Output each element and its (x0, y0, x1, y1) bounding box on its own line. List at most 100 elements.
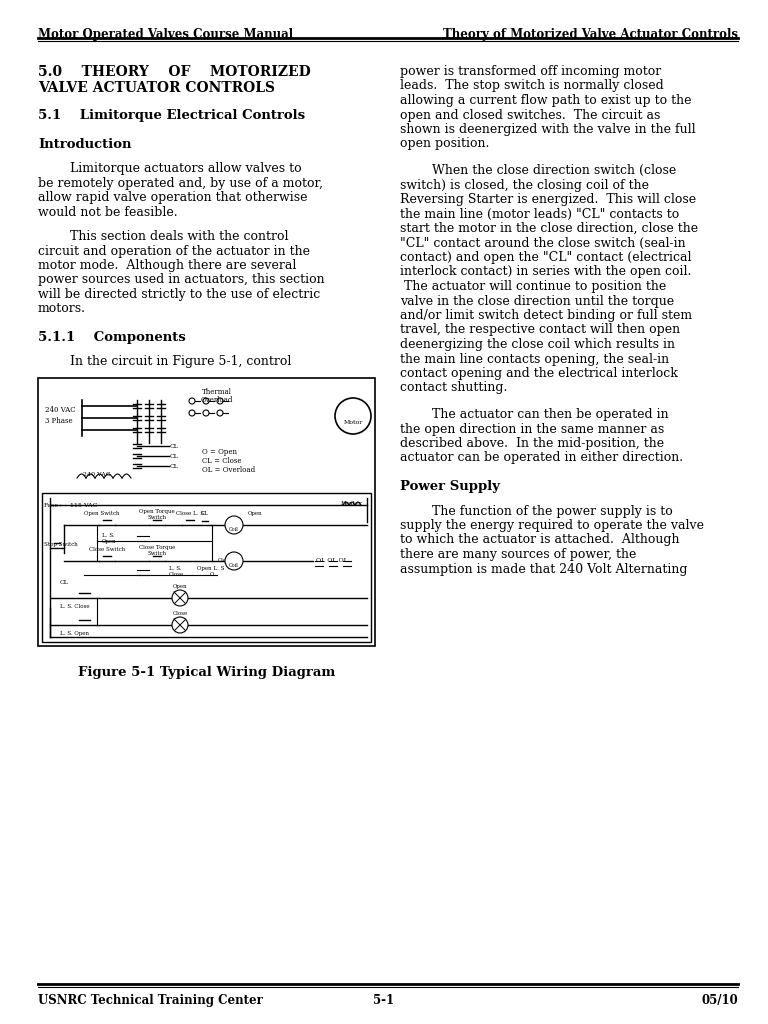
Text: Stop Switch: Stop Switch (44, 542, 78, 547)
Circle shape (335, 398, 371, 434)
Text: Close: Close (172, 611, 187, 616)
Text: L. S.: L. S. (169, 566, 181, 571)
Text: 5.1.1    Components: 5.1.1 Components (38, 331, 186, 344)
Text: O: O (210, 572, 214, 577)
Text: 05/10: 05/10 (701, 994, 738, 1007)
Text: actuator can be operated in either direction.: actuator can be operated in either direc… (400, 452, 683, 465)
Text: power sources used in actuators, this section: power sources used in actuators, this se… (38, 273, 325, 287)
Text: Switch: Switch (147, 551, 167, 556)
Text: start the motor in the close direction, close the: start the motor in the close direction, … (400, 222, 698, 234)
Circle shape (225, 516, 243, 534)
Text: valve in the close direction until the torque: valve in the close direction until the t… (400, 295, 674, 307)
Text: Open: Open (173, 584, 187, 589)
Text: deenergizing the close coil which results in: deenergizing the close coil which result… (400, 338, 675, 351)
Text: Close: Close (218, 558, 233, 563)
Text: contact) and open the "CL" contact (electrical: contact) and open the "CL" contact (elec… (400, 251, 691, 264)
Text: contact opening and the electrical interlock: contact opening and the electrical inter… (400, 367, 678, 380)
Text: the open direction in the same manner as: the open direction in the same manner as (400, 423, 664, 435)
Text: Thermal: Thermal (202, 388, 232, 396)
Text: 5.0    THEORY    OF    MOTORIZED: 5.0 THEORY OF MOTORIZED (38, 65, 311, 79)
Text: Coil: Coil (229, 563, 239, 568)
Text: In the circuit in Figure 5-1, control: In the circuit in Figure 5-1, control (70, 355, 291, 369)
Text: 240 VAC: 240 VAC (83, 472, 111, 477)
Text: 5-1: 5-1 (373, 994, 395, 1007)
Text: Overload: Overload (200, 396, 233, 404)
Text: CL = Close: CL = Close (202, 457, 241, 465)
Text: 5.1    Limitorque Electrical Controls: 5.1 Limitorque Electrical Controls (38, 109, 305, 122)
Text: Open L. S: Open L. S (197, 566, 224, 571)
Text: When the close direction switch (close: When the close direction switch (close (432, 164, 677, 177)
Circle shape (172, 590, 188, 606)
Text: CL: CL (60, 580, 69, 585)
Text: Open Torque: Open Torque (139, 509, 175, 514)
Circle shape (172, 617, 188, 633)
Text: Light: Light (173, 591, 187, 596)
Text: Open: Open (102, 539, 117, 544)
Text: shown is deenergized with the valve in the full: shown is deenergized with the valve in t… (400, 123, 696, 136)
Text: travel, the respective contact will then open: travel, the respective contact will then… (400, 324, 680, 337)
Text: USNRC Technical Training Center: USNRC Technical Training Center (38, 994, 263, 1007)
Bar (42, 493, 371, 642)
Text: The function of the power supply is to: The function of the power supply is to (432, 505, 673, 517)
Text: Close Torque: Close Torque (139, 545, 175, 550)
Text: CL: CL (170, 464, 179, 469)
Text: circuit and operation of the actuator in the: circuit and operation of the actuator in… (38, 245, 310, 257)
Text: Close: Close (169, 572, 184, 577)
Text: O = Open: O = Open (202, 449, 237, 456)
Text: motor mode.  Although there are several: motor mode. Although there are several (38, 259, 296, 272)
Text: Switch: Switch (147, 515, 167, 520)
Text: CL: CL (170, 454, 179, 459)
Text: Heater: Heater (341, 501, 362, 506)
Text: Reversing Starter is energized.  This will close: Reversing Starter is energized. This wil… (400, 193, 696, 206)
Text: allow rapid valve operation that otherwise: allow rapid valve operation that otherwi… (38, 191, 307, 204)
Text: Theory of Motorized Valve Actuator Controls: Theory of Motorized Valve Actuator Contr… (443, 28, 738, 41)
Text: Open: Open (248, 511, 263, 516)
Circle shape (225, 552, 243, 570)
Text: will be directed strictly to the use of electric: will be directed strictly to the use of … (38, 288, 320, 301)
Text: CL: CL (201, 511, 209, 516)
Text: open position.: open position. (400, 137, 489, 151)
Text: the main line (motor leads) "CL" contacts to: the main line (motor leads) "CL" contact… (400, 208, 679, 220)
Text: to which the actuator is attached.  Although: to which the actuator is attached. Altho… (400, 534, 680, 547)
Text: Fuse: Fuse (44, 503, 59, 508)
Text: power is transformed off incoming motor: power is transformed off incoming motor (400, 65, 661, 78)
Text: The actuator will continue to position the: The actuator will continue to position t… (400, 280, 667, 293)
Text: and/or limit switch detect binding or full stem: and/or limit switch detect binding or fu… (400, 309, 692, 322)
Text: OL OL OL: OL OL OL (316, 558, 348, 563)
Text: described above.  In the mid-position, the: described above. In the mid-position, th… (400, 437, 664, 450)
Text: leads.  The stop switch is normally closed: leads. The stop switch is normally close… (400, 80, 664, 92)
Text: assumption is made that 240 Volt Alternating: assumption is made that 240 Volt Alterna… (400, 562, 687, 575)
Text: open and closed switches.  The circuit as: open and closed switches. The circuit as (400, 109, 660, 122)
Text: Light: Light (173, 618, 187, 623)
Text: Limitorque actuators allow valves to: Limitorque actuators allow valves to (70, 162, 302, 175)
Text: there are many sources of power, the: there are many sources of power, the (400, 548, 637, 561)
Text: the main line contacts opening, the seal-in: the main line contacts opening, the seal… (400, 352, 669, 366)
Text: Motor: Motor (343, 420, 362, 425)
Text: interlock contact) in series with the open coil.: interlock contact) in series with the op… (400, 265, 691, 279)
Text: 115 VAC: 115 VAC (70, 503, 98, 508)
Text: Power Supply: Power Supply (400, 480, 500, 493)
Text: Open Switch: Open Switch (84, 511, 120, 516)
Text: L. S.: L. S. (102, 534, 114, 538)
Bar (38, 378, 375, 646)
Text: VALVE ACTUATOR CONTROLS: VALVE ACTUATOR CONTROLS (38, 81, 275, 94)
Text: L. S. Open: L. S. Open (60, 631, 89, 636)
Text: This section deals with the control: This section deals with the control (70, 230, 289, 243)
Text: OL = Overload: OL = Overload (202, 466, 255, 474)
Text: Close Switch: Close Switch (89, 547, 125, 552)
Text: contact shutting.: contact shutting. (400, 382, 508, 394)
Text: Introduction: Introduction (38, 137, 131, 151)
Text: would not be feasible.: would not be feasible. (38, 206, 177, 218)
Text: allowing a current flow path to exist up to the: allowing a current flow path to exist up… (400, 94, 691, 106)
Text: motors.: motors. (38, 302, 86, 315)
Text: Coil: Coil (229, 527, 239, 532)
Text: L. S. Close: L. S. Close (60, 604, 90, 609)
Text: Figure 5-1 Typical Wiring Diagram: Figure 5-1 Typical Wiring Diagram (78, 666, 335, 679)
Text: be remotely operated and, by use of a motor,: be remotely operated and, by use of a mo… (38, 176, 323, 189)
Text: switch) is closed, the closing coil of the: switch) is closed, the closing coil of t… (400, 178, 649, 191)
Text: supply the energy required to operate the valve: supply the energy required to operate th… (400, 519, 704, 532)
Text: Motor Operated Valves Course Manual: Motor Operated Valves Course Manual (38, 28, 293, 41)
Text: 240 VAC: 240 VAC (45, 406, 75, 414)
Text: Close L. S: Close L. S (176, 511, 204, 516)
Text: CL: CL (170, 444, 179, 449)
